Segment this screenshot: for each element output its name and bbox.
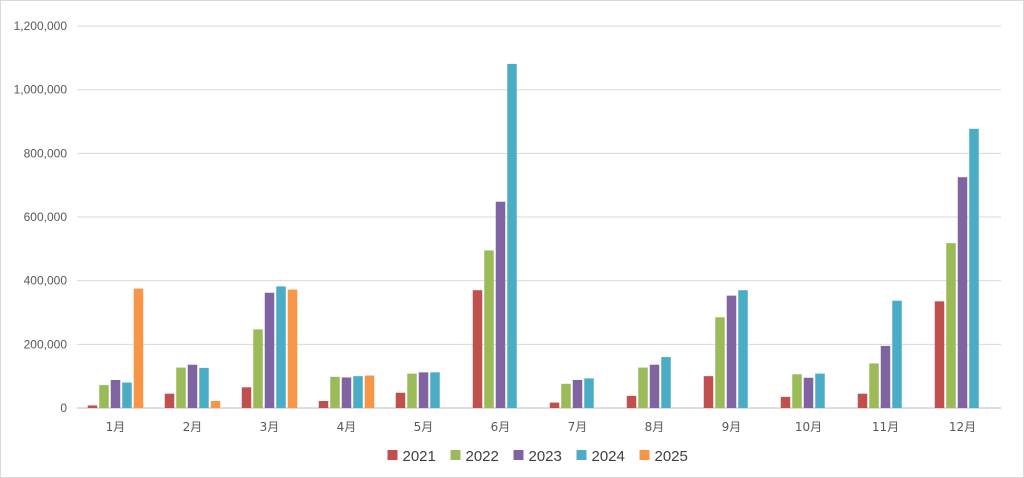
bar-2023-6	[495, 201, 506, 408]
bar-2023-11	[880, 345, 891, 408]
bar-2022-8	[638, 367, 648, 408]
bar-2024-12	[969, 128, 979, 408]
bar-2024-3	[276, 286, 286, 408]
bar-2022-1	[99, 385, 109, 408]
legend-swatch-2025	[639, 450, 650, 460]
bar-2021-1	[87, 405, 98, 408]
legend-label: 2022	[466, 448, 499, 465]
bar-2024-2	[199, 367, 209, 408]
x-category-label: 10月	[795, 420, 822, 434]
y-tick-label: 0	[60, 401, 67, 415]
y-tick-label: 400,000	[24, 274, 68, 288]
y-tick-label: 800,000	[24, 146, 68, 160]
x-category-label: 8月	[645, 420, 665, 434]
x-category-label: 12月	[949, 420, 976, 434]
y-tick-label: 200,000	[24, 337, 68, 351]
x-category-label: 11月	[872, 420, 899, 434]
bar-2022-12	[946, 243, 956, 408]
x-category-label: 4月	[337, 420, 357, 434]
y-tick-label: 1,000,000	[14, 83, 68, 97]
bar-2022-2	[176, 367, 186, 408]
bar-2021-8	[626, 395, 637, 408]
bar-2021-7	[549, 402, 560, 408]
bar-2022-6	[484, 250, 494, 408]
bar-2024-9	[738, 290, 748, 408]
bar-2025-4	[364, 375, 375, 408]
bar-2022-7	[561, 383, 571, 408]
y-tick-label: 1,200,000	[14, 19, 68, 33]
legend-label: 2023	[529, 448, 562, 465]
bar-2021-5	[395, 392, 406, 408]
bar-2021-9	[703, 376, 714, 408]
bar-2024-5	[430, 372, 440, 408]
bar-2024-11	[892, 300, 902, 408]
bar-2021-11	[857, 393, 868, 408]
bar-2023-7	[572, 379, 583, 408]
bar-2021-4	[318, 401, 329, 408]
x-category-label: 5月	[414, 420, 434, 434]
bar-2023-9	[726, 295, 737, 408]
bar-2021-10	[780, 396, 791, 408]
legend-swatch-2024	[576, 450, 587, 460]
x-category-label: 7月	[568, 420, 588, 434]
bar-2022-9	[715, 317, 725, 408]
bar-2025-3	[287, 289, 298, 408]
bar-2023-12	[957, 177, 968, 408]
bar-2024-7	[584, 378, 594, 408]
bar-2024-1	[122, 382, 132, 408]
x-category-label: 9月	[722, 420, 742, 434]
bar-2021-12	[934, 301, 945, 408]
legend-swatch-2021	[387, 450, 398, 460]
bar-2023-8	[649, 364, 660, 408]
bar-2024-8	[661, 357, 671, 408]
bar-2022-5	[407, 373, 417, 408]
bar-2021-2	[164, 393, 175, 408]
bar-2021-6	[472, 290, 483, 408]
legend-swatch-2023	[513, 450, 524, 460]
legend-label: 2024	[592, 448, 625, 465]
legend-label: 2021	[403, 448, 436, 465]
legend-label: 2025	[655, 448, 688, 465]
bar-2021-3	[241, 387, 252, 408]
bar-2023-4	[341, 377, 352, 408]
bar-2022-10	[792, 374, 802, 408]
bar-2025-1	[133, 288, 144, 409]
bar-2025-2	[210, 401, 221, 408]
bar-2023-2	[187, 364, 198, 408]
bar-2024-4	[353, 376, 363, 408]
x-category-label: 3月	[260, 420, 280, 434]
bar-2023-5	[418, 372, 429, 408]
bar-2024-6	[507, 63, 517, 408]
bar-2022-4	[330, 376, 340, 408]
bar-2023-3	[264, 292, 275, 408]
bar-2023-1	[110, 379, 121, 408]
x-category-label: 6月	[491, 420, 511, 434]
x-category-label: 2月	[183, 420, 203, 434]
x-category-label: 1月	[106, 420, 126, 434]
bar-2024-10	[815, 373, 825, 408]
y-tick-label: 600,000	[24, 210, 68, 224]
bar-2023-10	[803, 377, 814, 408]
legend-swatch-2022	[450, 450, 461, 460]
bar-2022-3	[253, 329, 263, 408]
bar-2022-11	[869, 363, 879, 408]
